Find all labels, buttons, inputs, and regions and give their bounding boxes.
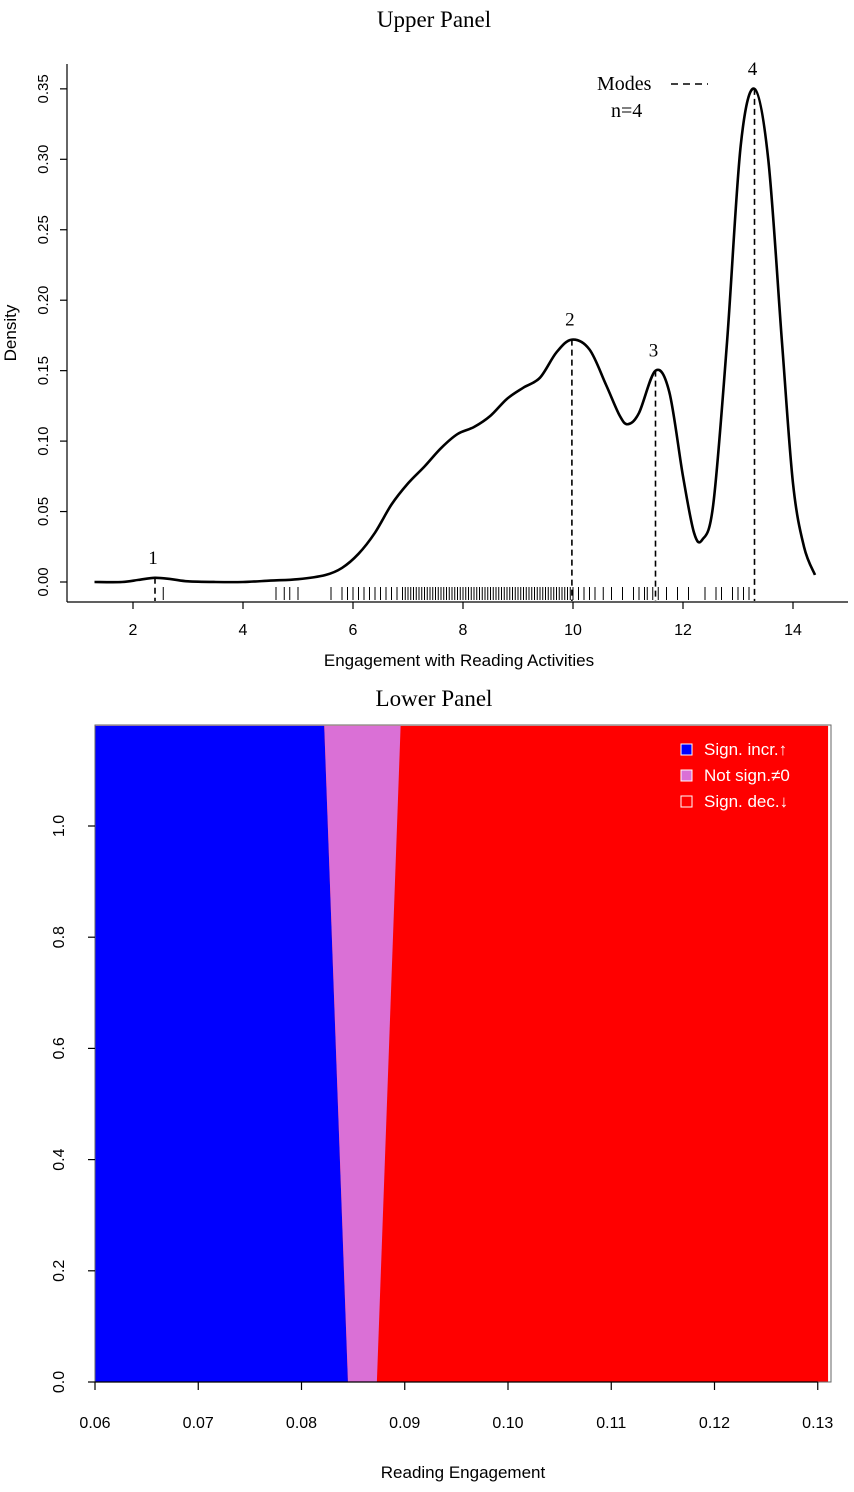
density-curve: [94, 87, 817, 584]
lower-panel-title: Lower Panel: [376, 686, 493, 711]
upper-x-tick-label: 14: [784, 622, 802, 639]
lower-y-tick-label: 0.2: [51, 1260, 68, 1282]
lower-x-tick-label: 0.06: [79, 1415, 110, 1432]
lower-panel: Lower Panel 0.00.20.40.60.81.0 0.06 0.07 0…: [51, 686, 833, 1482]
upper-y-tick-label: 0.25: [35, 215, 52, 244]
upper-x-tick-label: 6: [349, 622, 358, 639]
mode-label: 4: [748, 59, 758, 80]
lower-x-tick-label: 0.09: [389, 1415, 420, 1432]
upper-panel-title: Upper Panel: [377, 7, 491, 32]
upper-mode-markers: 1 2 3 4: [148, 59, 758, 601]
lower-x-tick-label: 0.10: [492, 1415, 523, 1432]
upper-x-label: Engagement with Reading Activities: [324, 651, 594, 670]
upper-x-tick-label: 12: [674, 622, 692, 639]
lower-y-tick-label: 0.4: [51, 1148, 68, 1170]
lower-y-tick-label: 0.6: [51, 1037, 68, 1059]
upper-y-label: Density: [1, 304, 20, 361]
region-sign-incr: [95, 725, 348, 1382]
upper-x-tick-label: 2: [129, 622, 138, 639]
lower-x-tick-label: 0.07: [183, 1415, 214, 1432]
legend-swatch-not-sign: [680, 769, 693, 782]
upper-legend-label: Modes: [597, 73, 652, 95]
mode-label: 2: [565, 310, 575, 331]
upper-x-tick-label: 10: [564, 622, 582, 639]
mode-label: 3: [649, 341, 659, 362]
legend-label-not-sign: Not sign.≠0: [704, 766, 790, 785]
upper-y-tick-label: 0.30: [35, 145, 52, 174]
lower-x-ticks: 0.06 0.07 0.08 0.09 0.10 0.11 0.12 0.13: [79, 1381, 833, 1432]
upper-rug-marks: [162, 587, 750, 600]
mode-label: 1: [148, 548, 158, 569]
upper-panel: Upper Panel 0.00 0.05 0.10 0.15 0.20 0.25 0.30…: [1, 7, 848, 670]
lower-x-tick-label: 0.13: [802, 1415, 833, 1432]
lower-x-tick-label: 0.11: [596, 1415, 626, 1432]
upper-x-tick-label: 8: [459, 622, 468, 639]
upper-y-tick-label: 0.20: [35, 286, 52, 315]
legend-swatch-sign-dec: [680, 795, 693, 808]
upper-y-tick-label: 0.15: [35, 356, 52, 385]
legend-swatch-sign-incr: [680, 743, 693, 756]
upper-y-tick-label: 0.05: [35, 497, 52, 526]
lower-x-tick-label: 0.08: [286, 1415, 317, 1432]
upper-legend-note: n=4: [611, 100, 642, 122]
lower-y-tick-label: 1.0: [51, 815, 68, 837]
lower-y-tick-label: 0.8: [51, 926, 68, 948]
legend-label-sign-incr: Sign. incr.↑: [704, 740, 787, 759]
lower-y-tick-label: 0.0: [51, 1371, 68, 1393]
lower-x-label: Reading Engagement: [381, 1463, 546, 1482]
lower-y-ticks: 0.0 0.2 0.4 0.6 0.8 1.0: [51, 815, 95, 1393]
upper-y-ticks: 0.00 0.05 0.10 0.15 0.20 0.25 0.30 0.35: [35, 74, 67, 597]
upper-legend: Modes n=4: [597, 73, 708, 122]
upper-x-tick-label: 4: [239, 622, 248, 639]
legend-label-sign-dec: Sign. dec.↓: [704, 792, 788, 811]
upper-x-ticks: 2 4 6 8 10 12 14: [129, 602, 802, 639]
upper-y-tick-label: 0.00: [35, 567, 52, 596]
upper-y-tick-label: 0.10: [35, 426, 52, 455]
lower-legend: Sign. incr.↑ Not sign.≠0 Sign. dec.↓: [680, 740, 790, 811]
upper-y-tick-label: 0.35: [35, 74, 52, 103]
region-not-sign: [324, 725, 401, 1382]
lower-x-tick-label: 0.12: [699, 1415, 730, 1432]
